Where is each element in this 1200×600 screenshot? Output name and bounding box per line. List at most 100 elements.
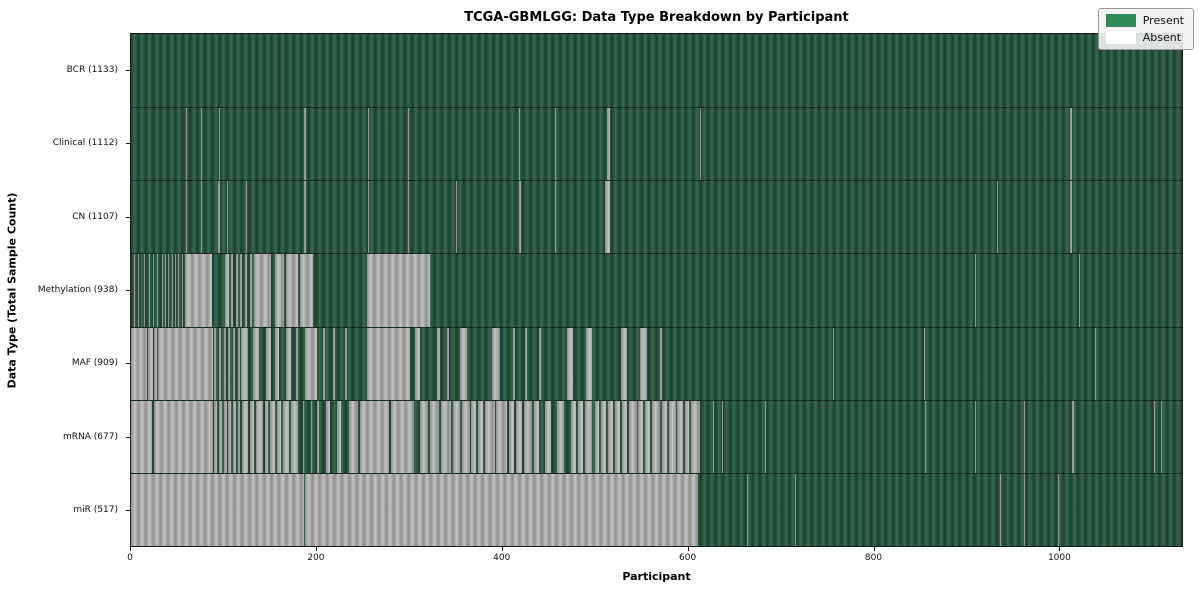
absent-segment	[584, 400, 592, 473]
x-axis-label: Participant	[622, 570, 691, 583]
heatmap-row-methylation	[131, 253, 1182, 327]
absent-segment	[305, 327, 318, 400]
absent-segment	[429, 400, 439, 473]
absent-segment	[606, 108, 610, 181]
absent-segment	[245, 254, 247, 327]
absent-segment	[154, 400, 213, 473]
absent-segment	[366, 327, 411, 400]
y-tick-mark	[126, 290, 130, 291]
absent-segment	[408, 108, 410, 181]
absent-segment	[447, 327, 450, 400]
absent-segment	[420, 400, 428, 473]
absent-segment	[270, 400, 275, 473]
absent-segment	[1024, 400, 1026, 473]
absent-segment	[638, 400, 644, 473]
absent-segment	[227, 181, 229, 254]
y-tick-label-mrna: mRNA (677)	[63, 431, 118, 442]
y-tick-label-cn: CN (1107)	[72, 211, 118, 222]
absent-segment	[274, 254, 285, 327]
absent-segment	[178, 254, 180, 327]
chart-title: TCGA-GBMLGG: Data Type Breakdown by Part…	[464, 10, 849, 25]
absent-segment	[154, 327, 157, 400]
absent-segment	[390, 400, 414, 473]
absent-segment	[223, 400, 227, 473]
absent-segment	[219, 108, 221, 181]
x-tick-label-0: 0	[127, 553, 133, 563]
absent-segment	[242, 400, 248, 473]
absent-segment	[969, 327, 971, 400]
absent-segment	[621, 400, 628, 473]
absent-segment	[223, 327, 226, 400]
absent-segment	[1094, 327, 1096, 400]
absent-segment	[252, 327, 259, 400]
heatmap-row-maf	[131, 326, 1182, 400]
absent-segment	[302, 400, 304, 473]
absent-segment	[143, 254, 145, 327]
absent-segment	[462, 400, 470, 473]
absent-segment	[290, 400, 298, 473]
absent-segment	[513, 327, 516, 400]
absent-segment	[131, 327, 137, 400]
y-tick-mark	[126, 69, 130, 71]
absent-segment	[131, 473, 305, 546]
absent-segment	[366, 254, 430, 327]
absent-segment	[1000, 473, 1002, 546]
absent-segment	[333, 327, 336, 400]
absent-segment	[539, 327, 541, 400]
absent-segment	[323, 327, 325, 400]
absent-segment	[1072, 473, 1074, 546]
absent-segment	[525, 327, 528, 400]
absent-segment	[924, 327, 926, 400]
absent-segment	[200, 181, 203, 254]
absent-segment	[518, 181, 521, 254]
absent-segment	[455, 181, 457, 254]
absent-segment	[219, 327, 221, 400]
absent-segment	[975, 254, 977, 327]
absent-segment	[182, 254, 183, 327]
x-tick-mark	[1059, 547, 1061, 551]
absent-segment	[1057, 473, 1059, 546]
absent-segment	[833, 327, 835, 400]
heatmap-row-mrna	[131, 399, 1182, 473]
absent-segment	[325, 400, 331, 473]
heatmap-row-mir	[131, 472, 1182, 546]
absent-segment	[607, 400, 614, 473]
y-tick-label-bcr: BCR (1133)	[66, 64, 118, 75]
absent-segment	[524, 400, 532, 473]
absent-segment	[460, 327, 467, 400]
absent-segment	[256, 400, 263, 473]
absent-segment	[1160, 400, 1162, 473]
absent-segment	[1071, 400, 1075, 473]
absent-segment	[228, 400, 232, 473]
absent-segment	[414, 327, 421, 400]
y-tick-label-methylation: Methylation (938)	[37, 285, 118, 295]
absent-segment	[533, 400, 540, 473]
absent-segment	[746, 473, 748, 546]
absent-segment	[615, 400, 620, 473]
absent-segment	[185, 108, 187, 181]
absent-segment	[264, 400, 269, 473]
y-tick-mark	[126, 216, 130, 218]
heatmap-row-cn	[131, 180, 1182, 254]
absent-segment	[659, 327, 662, 400]
absent-swatch	[1105, 31, 1136, 44]
absent-segment	[168, 254, 170, 327]
absent-segment	[184, 254, 212, 327]
heatmap-row-bcr	[131, 34, 1182, 107]
absent-segment	[684, 400, 690, 473]
absent-segment	[214, 400, 218, 473]
absent-segment	[485, 400, 495, 473]
absent-segment	[477, 400, 484, 473]
absent-segment	[721, 400, 723, 473]
absent-segment	[544, 400, 552, 473]
absent-segment	[214, 327, 217, 400]
absent-segment	[712, 400, 714, 473]
absent-segment	[241, 327, 248, 400]
absent-segment	[200, 108, 203, 181]
absent-segment	[556, 400, 565, 473]
absent-segment	[283, 400, 289, 473]
x-tick-mark	[501, 547, 503, 551]
x-tick-label-600: 600	[679, 553, 697, 563]
legend-item-present: Present	[1105, 14, 1184, 27]
